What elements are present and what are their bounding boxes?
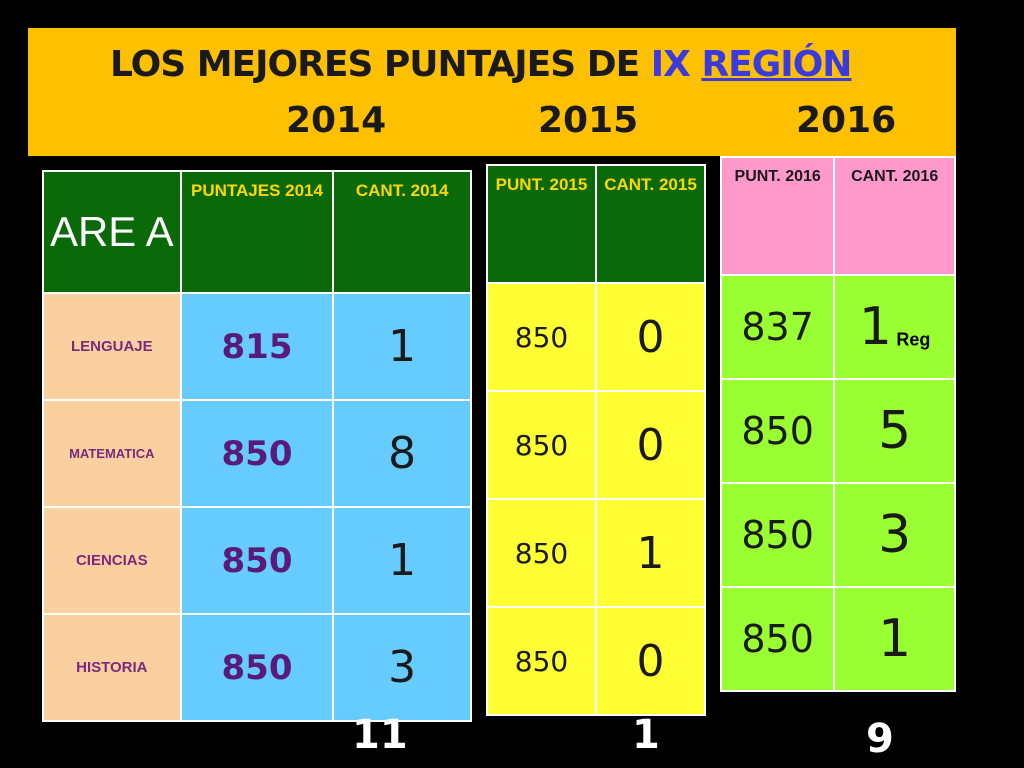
- count-2015: 0: [595, 282, 706, 392]
- table-row: HISTORIA 850 3: [42, 613, 472, 722]
- table-2016-header: PUNT. 2016 CANT. 2016: [719, 156, 956, 276]
- subject-matematica: MATEMATICA: [42, 399, 182, 508]
- count-2016-cell: 1 Reg: [833, 274, 956, 380]
- score-2014: 815: [179, 292, 335, 401]
- count-2014: 8: [332, 399, 472, 508]
- cant-2016-header: CANT. 2016: [833, 156, 956, 276]
- count-2015: 0: [595, 390, 706, 500]
- total-2016: 9: [866, 716, 894, 762]
- score-2016: 850: [719, 482, 836, 588]
- table-row: 850 5: [719, 378, 956, 484]
- score-2014: 850: [179, 399, 335, 508]
- table-row: 850 1: [719, 586, 956, 692]
- count-2016: 5: [833, 378, 956, 484]
- reg-note: Reg: [896, 329, 931, 350]
- title-banner: LOS MEJORES PUNTAJES DE IX REGIÓN 2014 2…: [28, 28, 956, 156]
- area-header: ARE A: [42, 170, 182, 294]
- table-2015: PUNT. 2015 CANT. 2015 850 0 850 0 850 1 …: [485, 164, 706, 716]
- total-2015: 1: [632, 712, 660, 758]
- title-space: [690, 44, 702, 85]
- score-2015: 850: [485, 606, 598, 716]
- table-row: 850 0: [485, 390, 706, 500]
- count-2016: 1: [858, 297, 892, 357]
- table-row: LENGUAJE 815 1: [42, 292, 472, 401]
- count-2015: 1: [595, 498, 706, 608]
- table-2016: PUNT. 2016 CANT. 2016 837 1 Reg 850 5 85…: [719, 156, 956, 692]
- cant-2014-header: CANT. 2014: [332, 170, 472, 294]
- page-title: LOS MEJORES PUNTAJES DE IX REGIÓN: [110, 44, 852, 85]
- count-2014: 3: [332, 613, 472, 722]
- count-2016: 1: [833, 586, 956, 692]
- score-2014: 850: [179, 613, 335, 722]
- cant-2015-header: CANT. 2015: [595, 164, 706, 284]
- title-region: REGIÓN: [701, 44, 852, 85]
- table-row: 850 0: [485, 282, 706, 392]
- count-2016: 3: [833, 482, 956, 588]
- table-row: 850 0: [485, 606, 706, 716]
- count-2014: 1: [332, 292, 472, 401]
- table-row: MATEMATICA 850 8: [42, 399, 472, 508]
- subject-historia: HISTORIA: [42, 613, 182, 722]
- subject-lenguaje: LENGUAJE: [42, 292, 182, 401]
- score-2014: 850: [179, 506, 335, 615]
- table-row: 837 1 Reg: [719, 274, 956, 380]
- table-2014-header: ARE A PUNTAJES 2014 CANT. 2014: [42, 170, 472, 294]
- table-2015-header: PUNT. 2015 CANT. 2015: [485, 164, 706, 284]
- count-2015: 0: [595, 606, 706, 716]
- score-2015: 850: [485, 390, 598, 500]
- total-2014: 11: [352, 712, 408, 758]
- punt-2016-header: PUNT. 2016: [719, 156, 836, 276]
- year-2016: 2016: [796, 100, 897, 141]
- year-2015: 2015: [538, 100, 639, 141]
- title-text: LOS MEJORES PUNTAJES DE: [110, 44, 651, 85]
- puntajes-2014-header: PUNTAJES 2014: [179, 170, 335, 294]
- score-2015: 850: [485, 498, 598, 608]
- score-2016: 837: [719, 274, 836, 380]
- count-2014: 1: [332, 506, 472, 615]
- table-2014: ARE A PUNTAJES 2014 CANT. 2014 LENGUAJE …: [42, 170, 472, 722]
- table-row: CIENCIAS 850 1: [42, 506, 472, 615]
- score-2016: 850: [719, 586, 836, 692]
- score-2016: 850: [719, 378, 836, 484]
- title-ix: IX: [650, 44, 691, 85]
- table-row: 850 1: [485, 498, 706, 608]
- subject-ciencias: CIENCIAS: [42, 506, 182, 615]
- table-row: 850 3: [719, 482, 956, 588]
- year-2014: 2014: [286, 100, 387, 141]
- score-2015: 850: [485, 282, 598, 392]
- punt-2015-header: PUNT. 2015: [485, 164, 598, 284]
